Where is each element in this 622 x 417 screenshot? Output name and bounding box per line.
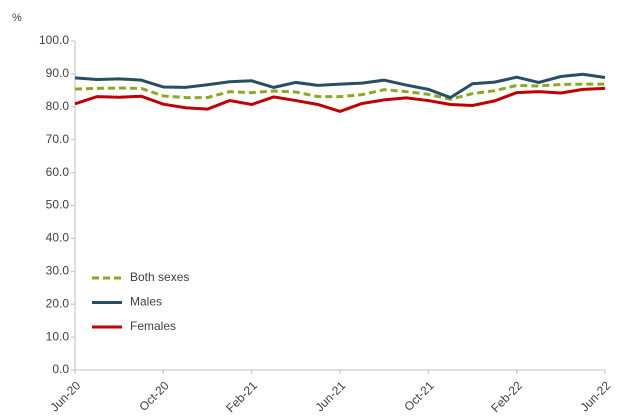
y-tick-label: 50.0 <box>46 198 70 212</box>
y-tick-label: 80.0 <box>46 99 70 113</box>
x-tick-label: Jun-20 <box>48 378 84 414</box>
x-tick-label: Jun-21 <box>313 378 349 414</box>
y-tick-label: 60.0 <box>46 165 70 179</box>
y-tick-label: 20.0 <box>46 296 70 310</box>
y-tick-label: 10.0 <box>46 329 70 343</box>
y-tick-label: 90.0 <box>46 66 70 80</box>
series-line <box>74 86 606 113</box>
x-tick-label: Feb-22 <box>488 378 525 415</box>
y-axis-label: % <box>12 12 22 24</box>
legend-label: Females <box>130 319 176 333</box>
series-line <box>74 72 606 100</box>
x-tick-label: Oct-20 <box>136 378 172 414</box>
x-tick-label: Jun-22 <box>578 378 614 414</box>
y-tick-label: 100.0 <box>39 33 69 47</box>
x-tick-label: Oct-21 <box>401 378 437 414</box>
y-tick-label: 0.0 <box>52 362 69 376</box>
y-tick-label: 30.0 <box>46 263 70 277</box>
legend-label: Both sexes <box>130 270 189 284</box>
y-tick-label: 70.0 <box>46 132 70 146</box>
legend-label: Males <box>130 295 162 309</box>
x-tick-label: Feb-21 <box>223 378 260 415</box>
series-line <box>74 82 605 101</box>
y-tick-label: 40.0 <box>46 231 70 245</box>
